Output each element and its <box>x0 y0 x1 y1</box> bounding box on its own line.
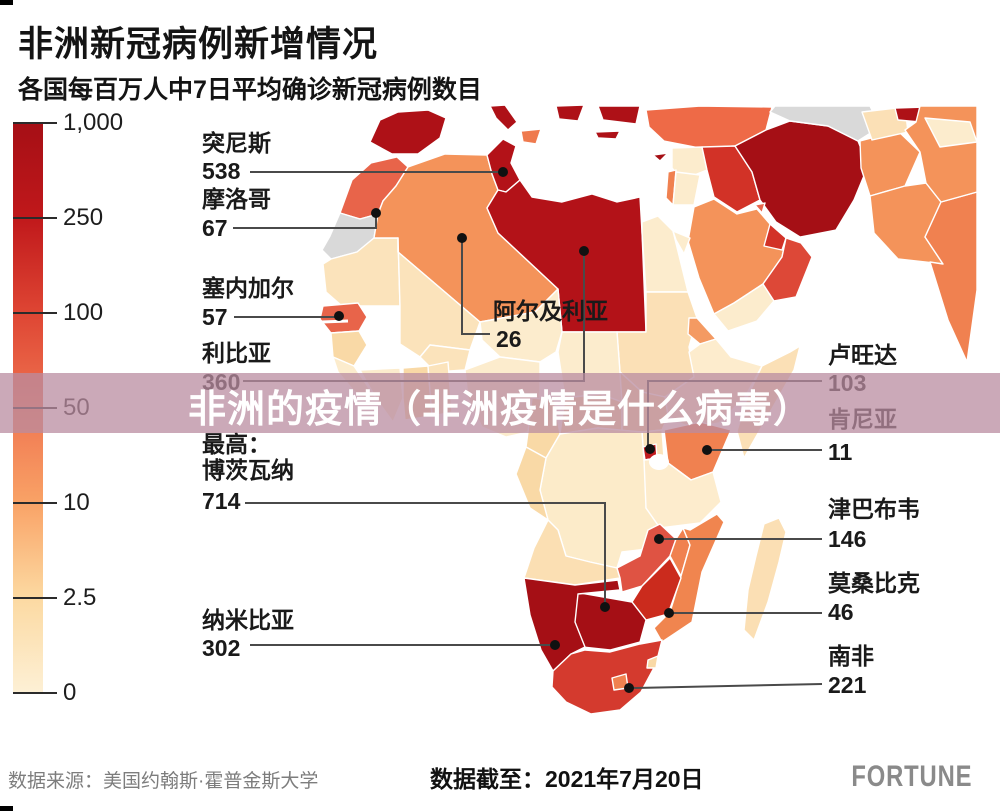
legend-tick-label: 10 <box>63 489 90 516</box>
country-sicily <box>520 128 542 145</box>
marker-dot-south-africa <box>624 683 634 693</box>
country-spain-portugal <box>369 109 447 155</box>
leader-algeria <box>461 240 490 335</box>
legend-tick <box>13 502 57 504</box>
marker-dot-tunisia <box>498 167 508 177</box>
corner-mark-bottom <box>0 806 13 811</box>
marker-dot-morocco <box>371 208 381 218</box>
corner-mark-top <box>0 0 13 5</box>
legend-tick-label: 100 <box>63 299 104 326</box>
legend-tick-label: 1,000 <box>63 109 124 136</box>
leader-botswana <box>245 502 606 604</box>
data-source-note: 数据来源：美国约翰斯·霍普金斯大学 <box>8 771 319 792</box>
legend-tick <box>13 312 57 314</box>
legend-tick <box>13 122 57 124</box>
callout-south-africa-value: 221 <box>828 672 867 698</box>
marker-dot-botswana <box>600 602 610 612</box>
country-tajikistan <box>924 117 978 148</box>
country-eswatini <box>646 655 659 669</box>
country-gambia <box>321 319 349 324</box>
callout-senegal-name: 塞内加尔 <box>202 275 294 301</box>
lake-victoria <box>649 454 669 470</box>
callout-algeria-value: 26 <box>496 326 522 352</box>
callout-mozambique-value: 46 <box>828 599 854 625</box>
leader-morocco <box>233 215 377 229</box>
marker-dot-mozambique <box>664 608 674 618</box>
country-italy <box>489 104 518 131</box>
page-title: 非洲新冠病例新增情况 <box>18 25 379 64</box>
country-guinea <box>330 330 368 367</box>
marker-dot-rwanda <box>645 444 655 454</box>
country-crete <box>594 130 621 140</box>
legend-tick <box>13 597 57 599</box>
country-cyprus <box>652 152 669 162</box>
country-jordan <box>672 171 701 206</box>
region-sinai <box>672 230 691 255</box>
callout-morocco-value: 67 <box>202 215 228 241</box>
marker-dot-kenya <box>702 445 712 455</box>
country-greece <box>555 104 585 122</box>
watermark-band <box>0 373 1000 433</box>
country-madagascar <box>743 517 787 641</box>
page-subtitle: 各国每百万人中7日平均确诊新冠病例数目 <box>18 76 482 104</box>
callout-senegal-value: 57 <box>202 304 228 330</box>
country-niger <box>479 288 563 363</box>
marker-dot-libya <box>579 246 589 256</box>
marker-dot-algeria <box>457 233 467 243</box>
leader-south-africa <box>632 683 823 689</box>
country-oman <box>762 237 813 302</box>
callout-rwanda-name: 卢旺达 <box>828 342 897 368</box>
marker-dot-zimbabwe <box>654 534 664 544</box>
watermark-text: 非洲的疫情（非洲疫情是什么病毒） <box>187 389 812 431</box>
marker-dot-senegal <box>334 311 344 321</box>
country-aegean <box>597 105 641 125</box>
callout-namibia-name: 纳米比亚 <box>202 607 294 633</box>
callout-zimbabwe-name: 津巴布韦 <box>828 496 920 522</box>
callout-botswana-prefix: 最高： <box>202 431 271 457</box>
callout-south-africa-name: 南非 <box>828 643 874 669</box>
callout-libya-name: 利比亚 <box>202 340 271 366</box>
legend-tick <box>13 217 57 219</box>
country-libya <box>486 179 647 333</box>
callout-zimbabwe-value: 146 <box>828 526 867 552</box>
callout-namibia-value: 302 <box>202 635 241 661</box>
legend-tick-label: 250 <box>63 204 104 231</box>
region-caspian-nodata <box>769 105 881 142</box>
country-egypt <box>641 215 689 293</box>
callout-botswana-name: 博茨瓦纳 <box>202 457 294 483</box>
callout-tunisia-value: 538 <box>202 158 241 184</box>
callout-tunisia-name: 突尼斯 <box>202 130 271 156</box>
callout-kenya-value: 11 <box>828 439 853 465</box>
legend-tick <box>13 692 57 694</box>
marker-dot-namibia <box>550 640 560 650</box>
country-uae <box>763 223 787 251</box>
legend-tick-label: 0 <box>63 679 77 706</box>
callout-algeria-name: 阿尔及利亚 <box>493 298 608 324</box>
country-kuwait <box>754 202 766 214</box>
data-asof-note: 数据截至：2021年7月20日 <box>430 766 704 792</box>
callout-botswana-value: 714 <box>202 488 241 514</box>
legend-tick-label: 2.5 <box>63 584 97 611</box>
country-india <box>924 191 978 363</box>
fortune-logo: FORTUNE <box>851 760 972 793</box>
callout-mozambique-name: 莫桑比克 <box>828 570 920 596</box>
callout-morocco-name: 摩洛哥 <box>202 186 271 212</box>
